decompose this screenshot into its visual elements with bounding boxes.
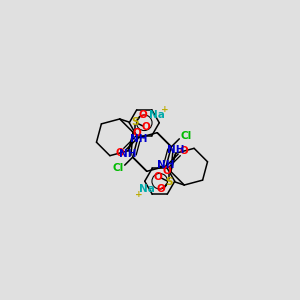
Text: O: O — [163, 166, 172, 176]
Text: O: O — [157, 184, 166, 194]
Text: S: S — [166, 177, 173, 187]
Text: S: S — [131, 117, 139, 127]
Text: O: O — [141, 122, 150, 132]
Text: NH: NH — [167, 145, 185, 155]
Text: O: O — [138, 110, 147, 120]
Text: Cl: Cl — [112, 163, 123, 173]
Text: +: + — [161, 106, 169, 115]
Text: Cl: Cl — [181, 131, 192, 141]
Text: O: O — [116, 148, 124, 158]
Text: Na: Na — [149, 110, 165, 120]
Text: O: O — [154, 172, 163, 182]
Text: +: + — [135, 190, 143, 199]
Text: NH: NH — [130, 134, 147, 144]
Text: O: O — [180, 146, 188, 156]
Text: O: O — [132, 128, 141, 138]
Text: NH: NH — [119, 149, 136, 159]
Text: NH: NH — [157, 160, 175, 170]
Text: Na: Na — [139, 184, 155, 194]
